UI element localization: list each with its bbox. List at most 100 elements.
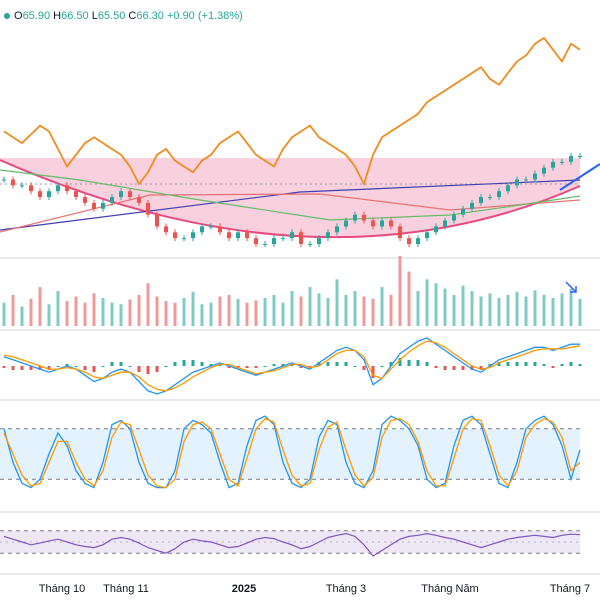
macd-histogram-bar [74,366,78,367]
macd-histogram-bar [92,366,96,372]
candle-body [263,244,267,245]
volume-bar [488,293,492,326]
macd-histogram-bar [551,366,555,368]
candle-body [110,197,114,203]
macd-histogram-bar [425,362,429,366]
macd-histogram-bar [353,366,357,367]
volume-bar [515,291,519,326]
stochastic-d-line [3,417,581,489]
macd-line [3,337,580,395]
candle-body [533,173,537,180]
macd-histogram-bar [29,366,33,370]
volume-bar [578,298,582,326]
candle-body [83,197,87,203]
macd-histogram-bar [569,362,573,366]
macd-histogram-bar [560,364,564,366]
macd-histogram-bar [11,366,15,370]
volume-bar [164,301,168,326]
candle-body [317,238,321,244]
candle-body [560,161,564,163]
volume-bar [317,293,321,326]
macd-histogram-bar [515,362,519,366]
volume-bar [191,291,195,326]
volume-bar [506,294,510,326]
ma-mid-line [0,193,581,233]
volume-bar [227,294,231,326]
macd-histogram-bar [578,364,582,366]
ma-long-line [0,179,581,231]
macd-histogram-bar [506,362,510,366]
candle-body [353,214,357,221]
macd-histogram-bar [119,362,123,366]
volume-bar [56,291,60,326]
candle-body [299,232,303,244]
candle-body [344,220,348,227]
candle-body [452,214,456,221]
macd-histogram-bar [389,362,393,366]
candle-body [434,226,438,233]
candle-body [272,238,276,244]
volume-bar [290,291,294,326]
volume-bar [119,304,123,326]
volume-bar [353,291,357,326]
candle-body [119,191,123,198]
macd-histogram-bar [335,362,339,366]
volume-bar [182,298,186,326]
macd-histogram-bar [434,366,438,368]
status-dot-icon [4,13,10,20]
candle-body [542,167,546,174]
volume-bar [407,271,411,326]
candle-body [497,191,501,198]
candle-body [362,214,366,221]
candle-body [551,161,555,168]
candle-body [38,191,42,198]
candle-body [137,197,141,203]
macd-histogram-bar [227,366,231,368]
rsi-line [3,532,581,557]
macd-histogram-bar [191,360,195,366]
candle-body [488,197,492,199]
macd-histogram-bar [479,366,483,370]
volume-bar [128,299,132,326]
x-axis-label: Tháng 7 [550,583,590,595]
volume-bar [434,283,438,326]
ma-short-line [0,169,581,221]
candle-body [290,232,294,239]
macd-histogram-bar [461,366,465,370]
macd-histogram-bar [101,366,105,367]
macd-histogram-bar [38,366,42,370]
candle-body [524,179,528,181]
macd-histogram-bar [245,366,249,368]
candle-body [209,226,213,228]
volume-bar [551,298,555,326]
ohlc-legend: O65.90 H66.50 L65.50 C66.30 +0.90 (+1.38… [4,10,243,22]
macd-histogram-bar [56,366,60,367]
candle-body [416,238,420,244]
macd-histogram-bar [524,362,528,366]
macd-histogram-bar [65,364,69,366]
macd-histogram-bar [452,366,456,370]
volume-bar [398,256,402,326]
x-axis-label: Tháng 10 [39,583,85,595]
volume-bar [326,298,330,326]
macd-histogram-bar [182,360,186,366]
volume-bar [542,294,546,326]
candle-body [74,191,78,198]
macd-histogram-bar [533,362,537,366]
candle-body [407,238,411,244]
candle-body [227,232,231,239]
macd-histogram-bar [443,366,447,370]
volume-bar [263,298,267,326]
candle-body [155,214,159,227]
volume-bar [479,296,483,326]
candle-body [65,185,69,192]
macd-histogram-bar [542,364,546,366]
open-label: O [14,10,23,22]
volume-bar [299,296,303,326]
candle-body [200,226,204,233]
volume-bar [416,291,420,326]
volume-bar [389,294,393,326]
volume-bar [470,291,474,326]
